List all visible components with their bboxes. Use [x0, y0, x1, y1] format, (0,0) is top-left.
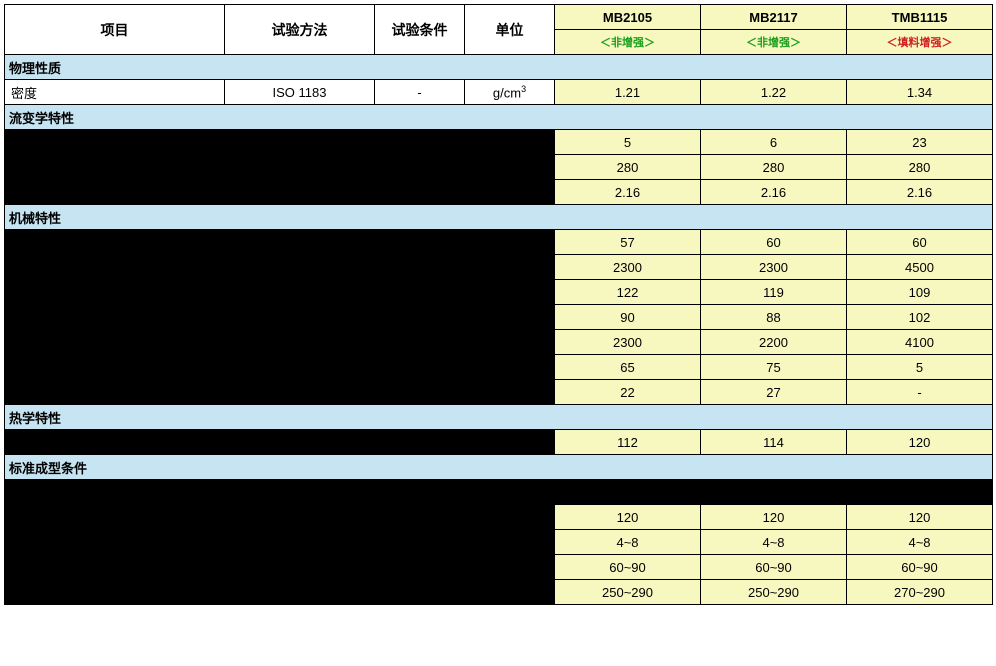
- black-v2: [701, 480, 847, 505]
- section-mechanical: 机械特性: [5, 205, 993, 230]
- cell-v1: 65: [555, 355, 701, 380]
- cell-v2: 114: [701, 430, 847, 455]
- cell-item: 密度: [5, 80, 225, 105]
- header-item: 项目: [5, 5, 225, 55]
- cell-v3: 280: [847, 155, 993, 180]
- header-col3-sub: ＜填料增强＞: [847, 30, 993, 55]
- section-molding: 标准成型条件: [5, 455, 993, 480]
- cell-v3: 4~8: [847, 530, 993, 555]
- cell-v3: 60~90: [847, 555, 993, 580]
- section-thermal: 热学特性: [5, 405, 993, 430]
- cell-v2: 88: [701, 305, 847, 330]
- cell-v1: 57: [555, 230, 701, 255]
- header-col1-top: MB2105: [555, 5, 701, 30]
- header-unit: 单位: [465, 5, 555, 55]
- header-row-1: 项目 试验方法 试验条件 单位 MB2105 MB2117 TMB1115: [5, 5, 993, 30]
- cell-v3: 120: [847, 430, 993, 455]
- row-rheo1: 5 6 23: [5, 130, 993, 155]
- cell-v3: 4100: [847, 330, 993, 355]
- header-col2-sub: ＜非增强＞: [701, 30, 847, 55]
- black-block-mech: [5, 230, 555, 405]
- cell-v3: 1.34: [847, 80, 993, 105]
- data-table: 项目 试验方法 试验条件 单位 MB2105 MB2117 TMB1115 ＜非…: [4, 4, 993, 605]
- black-v3: [847, 480, 993, 505]
- cell-v1: 280: [555, 155, 701, 180]
- cell-v3: 270~290: [847, 580, 993, 605]
- row-density: 密度 ISO 1183 - g/cm3 1.21 1.22 1.34: [5, 80, 993, 105]
- cell-v1: 120: [555, 505, 701, 530]
- cell-v3: 109: [847, 280, 993, 305]
- cell-v2: 75: [701, 355, 847, 380]
- cell-v2: 4~8: [701, 530, 847, 555]
- header-col3-top: TMB1115: [847, 5, 993, 30]
- black-block-mold: [5, 480, 555, 605]
- cell-v1: 112: [555, 430, 701, 455]
- header-method: 试验方法: [225, 5, 375, 55]
- row-mold-blank: [5, 480, 993, 505]
- cell-v2: 2.16: [701, 180, 847, 205]
- cell-v3: 4500: [847, 255, 993, 280]
- black-v1: [555, 480, 701, 505]
- cell-v3: 102: [847, 305, 993, 330]
- cell-v1: 2300: [555, 330, 701, 355]
- cell-v3: 2.16: [847, 180, 993, 205]
- cell-v1: 2.16: [555, 180, 701, 205]
- cell-v1: 60~90: [555, 555, 701, 580]
- cell-v2: 120: [701, 505, 847, 530]
- black-block-rheo: [5, 130, 555, 205]
- cell-v1: 122: [555, 280, 701, 305]
- cell-v2: 27: [701, 380, 847, 405]
- cell-v3: 120: [847, 505, 993, 530]
- black-block-therm: [5, 430, 555, 455]
- cell-v2: 2200: [701, 330, 847, 355]
- cell-v3: 5: [847, 355, 993, 380]
- cell-v2: 250~290: [701, 580, 847, 605]
- cell-v2: 2300: [701, 255, 847, 280]
- cell-v1: 90: [555, 305, 701, 330]
- cell-v2: 280: [701, 155, 847, 180]
- cell-v3: 23: [847, 130, 993, 155]
- cell-v2: 60~90: [701, 555, 847, 580]
- cell-method: ISO 1183: [225, 80, 375, 105]
- header-col2-top: MB2117: [701, 5, 847, 30]
- cell-v1: 250~290: [555, 580, 701, 605]
- cell-v2: 6: [701, 130, 847, 155]
- cell-v1: 4~8: [555, 530, 701, 555]
- row-mech1: 57 60 60: [5, 230, 993, 255]
- cell-v3: -: [847, 380, 993, 405]
- cell-unit: g/cm3: [465, 80, 555, 105]
- section-physical: 物理性质: [5, 55, 993, 80]
- cell-v1: 1.21: [555, 80, 701, 105]
- header-col1-sub: ＜非增强＞: [555, 30, 701, 55]
- cell-cond: -: [375, 80, 465, 105]
- cell-v2: 60: [701, 230, 847, 255]
- header-cond: 试验条件: [375, 5, 465, 55]
- cell-v1: 2300: [555, 255, 701, 280]
- cell-v2: 119: [701, 280, 847, 305]
- section-rheology: 流变学特性: [5, 105, 993, 130]
- cell-v2: 1.22: [701, 80, 847, 105]
- cell-v1: 5: [555, 130, 701, 155]
- cell-v3: 60: [847, 230, 993, 255]
- cell-v1: 22: [555, 380, 701, 405]
